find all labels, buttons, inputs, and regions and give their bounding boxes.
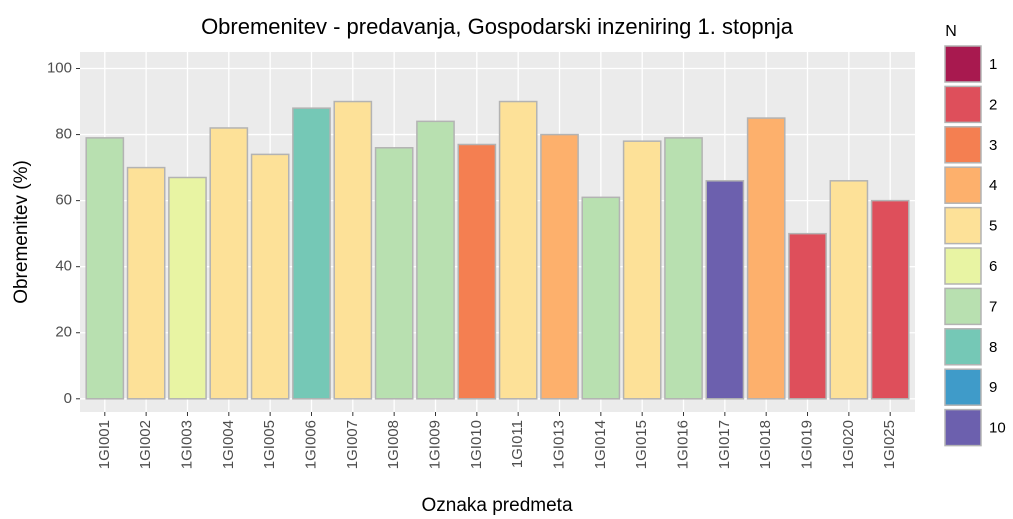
x-tick-label: 1GI004 (220, 420, 237, 469)
x-tick-label: 1GI009 (426, 420, 443, 469)
legend-key (944, 206, 982, 245)
x-tick-label: 1GI007 (344, 420, 361, 469)
bar (292, 107, 331, 400)
bar (622, 140, 662, 400)
x-tick-label: 1GI006 (302, 420, 319, 469)
chart-title: Obremenitev - predavanja, Gospodarski in… (201, 14, 794, 39)
bar (168, 176, 207, 400)
legend-label: 3 (989, 137, 997, 154)
x-tick-label: 1GI014 (592, 420, 609, 469)
y-tick-label: 0 (64, 390, 72, 407)
legend-title: N (945, 23, 957, 40)
legend-label: 4 (989, 177, 997, 194)
legend-label: 9 (989, 379, 997, 396)
x-tick-label: 1GI013 (550, 420, 567, 469)
x-axis-title: Oznaka predmeta (421, 495, 572, 516)
legend-key (944, 408, 982, 447)
bar (664, 137, 703, 400)
y-tick-label: 80 (55, 126, 72, 143)
y-tick-label: 100 (47, 59, 72, 76)
legend-label: 2 (989, 96, 997, 113)
bar (829, 180, 869, 400)
bar (870, 199, 910, 400)
x-tick-label: 1GI010 (468, 420, 485, 469)
bar (457, 143, 497, 400)
y-tick-label: 20 (55, 324, 72, 341)
legend-key (944, 166, 982, 204)
bar (209, 127, 249, 400)
legend-label: 6 (989, 258, 997, 275)
x-tick-label: 1GI016 (674, 420, 691, 469)
bar (498, 100, 538, 400)
legend-key (944, 368, 982, 406)
legend-key (944, 247, 982, 285)
y-tick-label: 40 (55, 258, 72, 275)
x-tick-label: 1GI002 (137, 420, 154, 469)
legend-key (944, 126, 982, 164)
x-tick-label: 1GI008 (385, 420, 402, 469)
y-tick-label: 60 (55, 192, 72, 209)
x-tick-label: 1GI001 (96, 420, 113, 469)
bar (746, 117, 786, 400)
x-tick-label: 1GI017 (716, 420, 733, 469)
legend-key (944, 45, 982, 83)
bar (333, 100, 373, 400)
x-tick-label: 1GI025 (881, 420, 898, 469)
x-tick-label: 1GI018 (757, 420, 774, 469)
legend-label: 10 (989, 420, 1006, 437)
bar (85, 137, 125, 400)
x-tick-label: 1GI011 (509, 420, 526, 468)
x-tick-label: 1GI020 (840, 420, 857, 469)
bar (250, 153, 290, 400)
x-tick-label: 1GI005 (261, 420, 278, 469)
x-tick-label: 1GI003 (178, 420, 195, 469)
bar (416, 120, 455, 400)
y-axis-title: Obremenitev (%) (11, 160, 32, 304)
x-tick-label: 1GI015 (633, 420, 650, 469)
legend-label: 1 (989, 56, 997, 73)
bar (374, 147, 414, 400)
legend-label: 5 (989, 218, 997, 235)
legend-label: 8 (989, 339, 997, 356)
bar (788, 232, 827, 400)
legend-key (944, 328, 982, 366)
legend-key (944, 287, 982, 326)
bar (705, 180, 745, 400)
legend-label: 7 (989, 298, 997, 315)
x-tick-label: 1GI019 (798, 420, 815, 469)
bar (540, 133, 579, 400)
bar (126, 166, 166, 400)
legend-key (944, 85, 982, 124)
bar (581, 196, 621, 400)
